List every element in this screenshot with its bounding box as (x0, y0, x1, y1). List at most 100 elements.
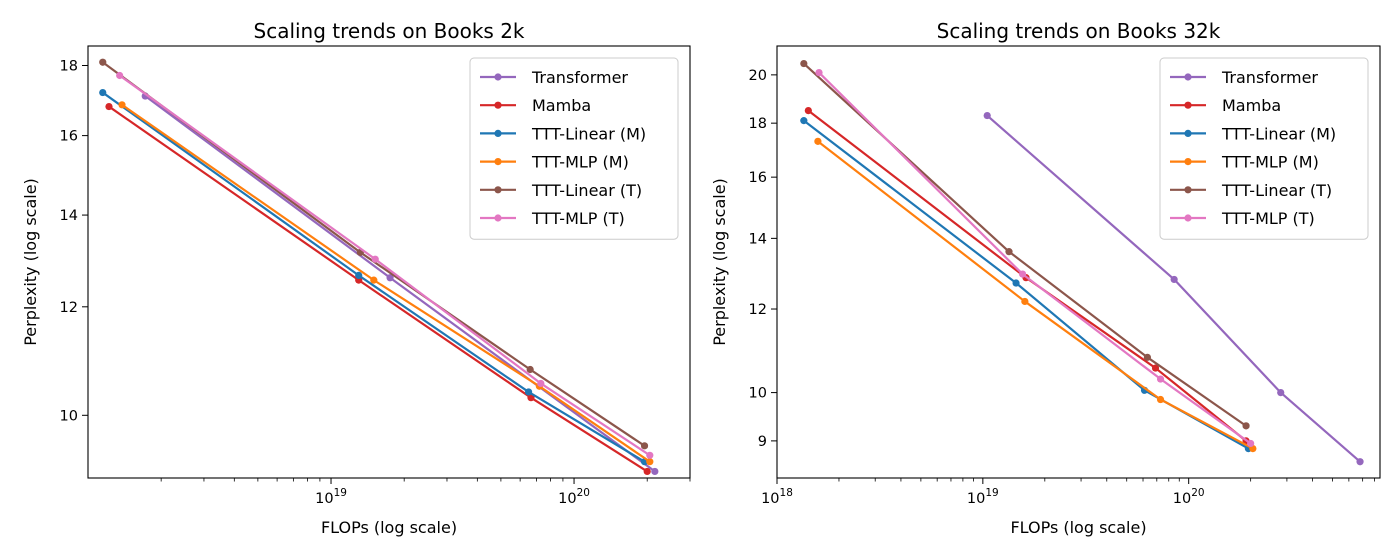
y-tick-label: 16 (60, 129, 78, 145)
data-point (815, 68, 823, 77)
y-tick-label: 12 (60, 300, 78, 316)
legend-marker (1184, 158, 1192, 166)
data-point (643, 467, 651, 476)
y-axis-label: Perplexity (log scale) (21, 178, 40, 346)
data-point (386, 274, 394, 282)
x-tick-base: 10 (761, 491, 779, 507)
data-point (524, 388, 533, 396)
legend-marker (1184, 73, 1192, 81)
x-tick-exponent: 18 (780, 487, 793, 499)
series-line (121, 103, 651, 463)
legend-marker (494, 214, 502, 222)
data-point (983, 111, 991, 120)
data-point (537, 379, 545, 388)
y-axis-label: Perplexity (log scale) (710, 178, 729, 346)
x-tick-exponent: 19 (985, 487, 998, 499)
data-point (800, 117, 808, 125)
data-point (1012, 279, 1020, 287)
legend-label: Mamba (532, 96, 591, 115)
legend-label: TTT-MLP (M) (531, 153, 629, 172)
legend-marker (494, 129, 502, 137)
data-point (1170, 275, 1178, 284)
x-tick-base: 10 (967, 491, 985, 507)
legend-label: TTT-Linear (M) (531, 124, 646, 143)
legend-label: TTT-Linear (T) (531, 181, 642, 200)
legend-label: TTT-MLP (M) (1221, 153, 1319, 172)
chart-title: Scaling trends on Books 2k (254, 19, 525, 43)
x-tick-label: 1019 (967, 487, 999, 507)
data-point (814, 137, 822, 145)
series-line (119, 74, 651, 457)
legend-marker (494, 158, 502, 166)
x-tick-base: 10 (315, 491, 333, 507)
x-tick-label: 1020 (1173, 487, 1205, 507)
x-tick-exponent: 20 (577, 487, 590, 499)
plot-area (776, 45, 1381, 479)
data-point (99, 58, 107, 66)
legend-marker (1184, 186, 1192, 194)
legend-label: Transformer (1221, 68, 1318, 87)
data-point (1356, 458, 1364, 466)
legend-marker (494, 101, 502, 109)
data-point (1247, 439, 1255, 448)
legend-box (1159, 57, 1369, 240)
data-point (371, 255, 379, 263)
legend-label: TTT-Linear (T) (1221, 181, 1332, 200)
x-tick-label: 1018 (761, 487, 793, 507)
y-tick-label: 16 (749, 170, 767, 186)
chart-panel-2: Scaling trends on Books 32k FLOPs (log sc… (710, 19, 1381, 537)
series-line (818, 71, 1252, 445)
x-tick-exponent: 19 (334, 487, 347, 499)
legend-marker (1184, 214, 1192, 222)
data-point (1018, 270, 1027, 278)
series-line (817, 140, 1254, 450)
data-point (1151, 364, 1160, 372)
chart-panel-1: Scaling trends on Books 2k FLOPs (log sca… (21, 19, 691, 537)
chart-title: Scaling trends on Books 32k (937, 19, 1221, 43)
data-point (355, 271, 363, 280)
data-point (646, 451, 654, 459)
plot-area (87, 45, 691, 479)
y-tick-label: 10 (749, 386, 767, 402)
legend-label: Transformer (531, 68, 628, 87)
y-tick-label: 20 (749, 68, 767, 84)
legend-box (469, 57, 679, 240)
data-point (651, 467, 659, 476)
y-tick-label: 12 (749, 302, 767, 318)
data-point (1005, 248, 1013, 256)
legend-marker (1184, 129, 1192, 137)
x-tick-base: 10 (558, 491, 576, 507)
legend-marker (1184, 101, 1192, 109)
data-point (804, 107, 812, 115)
x-axis-label: FLOPs (log scale) (321, 518, 457, 537)
data-point (99, 88, 107, 97)
y-tick-label: 14 (60, 208, 78, 224)
data-point (1277, 388, 1285, 397)
x-axis-label: FLOPs (log scale) (1010, 518, 1146, 537)
data-point (370, 276, 378, 284)
data-point (105, 102, 113, 111)
x-tick-base: 10 (1173, 491, 1191, 507)
legend-marker (494, 73, 502, 81)
data-point (800, 59, 808, 68)
legend-label: Mamba (1222, 96, 1281, 115)
y-tick-label: 18 (749, 116, 767, 132)
legend: Transformer Mamba TTT-Linear (M) TTT-MLP (M… (469, 57, 679, 240)
data-point (1143, 353, 1151, 361)
legend-label: TTT-MLP (T) (531, 209, 625, 228)
legend-marker (494, 186, 502, 194)
data-point (640, 442, 649, 450)
x-tick-label: 1019 (315, 487, 347, 507)
data-point (1242, 422, 1250, 430)
legend-label: TTT-MLP (T) (1221, 209, 1315, 228)
y-tick-label: 14 (749, 231, 767, 247)
data-point (1156, 375, 1165, 383)
data-point (527, 394, 535, 402)
x-tick-exponent: 20 (1191, 487, 1204, 499)
data-point (1021, 297, 1029, 306)
series-line (108, 105, 648, 473)
data-point (116, 71, 124, 80)
y-tick-label: 10 (60, 408, 78, 424)
series-line (102, 91, 646, 463)
